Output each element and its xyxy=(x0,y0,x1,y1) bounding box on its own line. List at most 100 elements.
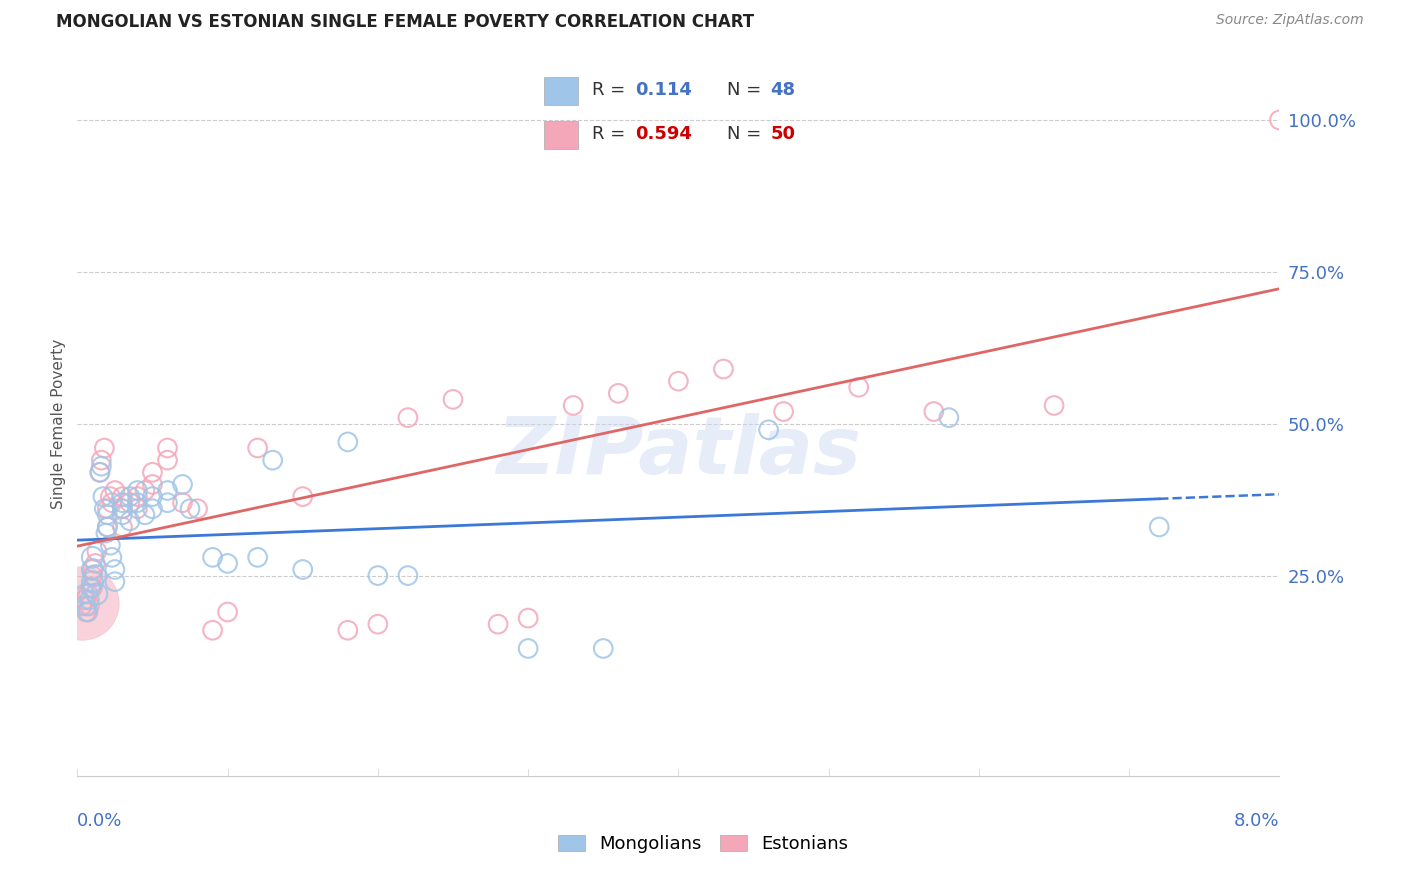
Point xyxy=(100,490,122,504)
Point xyxy=(156,496,179,510)
Point xyxy=(70,596,93,610)
Legend: Mongolians, Estonians: Mongolians, Estonians xyxy=(551,828,855,861)
Y-axis label: Single Female Poverty: Single Female Poverty xyxy=(51,339,66,508)
Point xyxy=(82,550,104,565)
Point xyxy=(156,453,179,467)
Point xyxy=(156,441,179,455)
Point xyxy=(96,520,118,534)
Point xyxy=(517,611,540,625)
Point xyxy=(96,520,118,534)
FancyBboxPatch shape xyxy=(544,121,578,149)
Point xyxy=(94,526,117,541)
Point xyxy=(127,501,149,516)
Text: MONGOLIAN VS ESTONIAN SINGLE FEMALE POVERTY CORRELATION CHART: MONGOLIAN VS ESTONIAN SINGLE FEMALE POVE… xyxy=(56,13,755,31)
Point xyxy=(127,490,149,504)
Point xyxy=(1043,399,1066,413)
Point xyxy=(172,477,194,491)
Point xyxy=(517,641,540,656)
Point xyxy=(179,501,201,516)
Point xyxy=(86,544,108,558)
Point xyxy=(291,562,314,576)
Point xyxy=(82,562,104,576)
Point xyxy=(201,624,224,638)
Text: 8.0%: 8.0% xyxy=(1234,812,1279,830)
Point xyxy=(104,483,127,498)
Point xyxy=(111,496,134,510)
Point xyxy=(86,587,108,601)
Point xyxy=(111,520,134,534)
Point xyxy=(111,508,134,522)
Point xyxy=(75,605,97,619)
Point xyxy=(668,374,690,388)
Point xyxy=(111,501,134,516)
Point xyxy=(82,568,104,582)
Point xyxy=(118,496,141,510)
Point xyxy=(79,599,101,613)
Point xyxy=(84,568,107,582)
Point xyxy=(96,508,118,522)
Point xyxy=(134,483,156,498)
Point xyxy=(713,362,735,376)
Point xyxy=(367,617,389,632)
Point xyxy=(118,514,141,528)
Point xyxy=(79,592,101,607)
Point xyxy=(100,538,122,552)
Point xyxy=(134,508,156,522)
Point xyxy=(217,605,239,619)
Point xyxy=(93,501,115,516)
Point xyxy=(607,386,630,401)
Point xyxy=(262,453,284,467)
Point xyxy=(336,624,359,638)
Point xyxy=(1149,520,1171,534)
Point xyxy=(291,490,314,504)
Point xyxy=(367,568,389,582)
Point xyxy=(104,574,127,589)
Point xyxy=(201,550,224,565)
Point xyxy=(938,410,960,425)
Point xyxy=(118,490,141,504)
Point xyxy=(141,501,163,516)
Point xyxy=(141,477,163,491)
Point xyxy=(396,410,419,425)
Point xyxy=(111,501,134,516)
Point xyxy=(75,599,97,613)
Point xyxy=(93,441,115,455)
Point xyxy=(172,496,194,510)
Point xyxy=(73,592,96,607)
Text: N =: N = xyxy=(727,125,766,143)
Point xyxy=(217,557,239,571)
Point xyxy=(84,557,107,571)
Point xyxy=(89,465,111,479)
Point xyxy=(187,501,209,516)
Point xyxy=(73,587,96,601)
Text: 0.0%: 0.0% xyxy=(77,812,122,830)
Point xyxy=(141,490,163,504)
Point xyxy=(90,459,112,474)
Point xyxy=(758,423,780,437)
Text: ZIPatlas: ZIPatlas xyxy=(496,413,860,491)
Point xyxy=(486,617,509,632)
Point xyxy=(82,574,104,589)
Text: 0.114: 0.114 xyxy=(636,81,692,99)
Text: R =: R = xyxy=(592,125,631,143)
Point xyxy=(104,562,127,576)
Point xyxy=(101,550,124,565)
Point xyxy=(336,434,359,449)
Point xyxy=(246,441,269,455)
Point xyxy=(246,550,269,565)
Point xyxy=(90,453,112,467)
Point xyxy=(80,581,103,595)
Point xyxy=(562,399,585,413)
Text: 50: 50 xyxy=(770,125,796,143)
Point xyxy=(772,404,794,418)
Point xyxy=(89,465,111,479)
Text: Source: ZipAtlas.com: Source: ZipAtlas.com xyxy=(1216,13,1364,28)
Point xyxy=(441,392,464,407)
Point xyxy=(82,581,104,595)
Point xyxy=(127,483,149,498)
Point xyxy=(70,599,93,613)
Text: N =: N = xyxy=(727,81,766,99)
Text: 48: 48 xyxy=(770,81,796,99)
Point xyxy=(76,605,98,619)
Point xyxy=(156,483,179,498)
